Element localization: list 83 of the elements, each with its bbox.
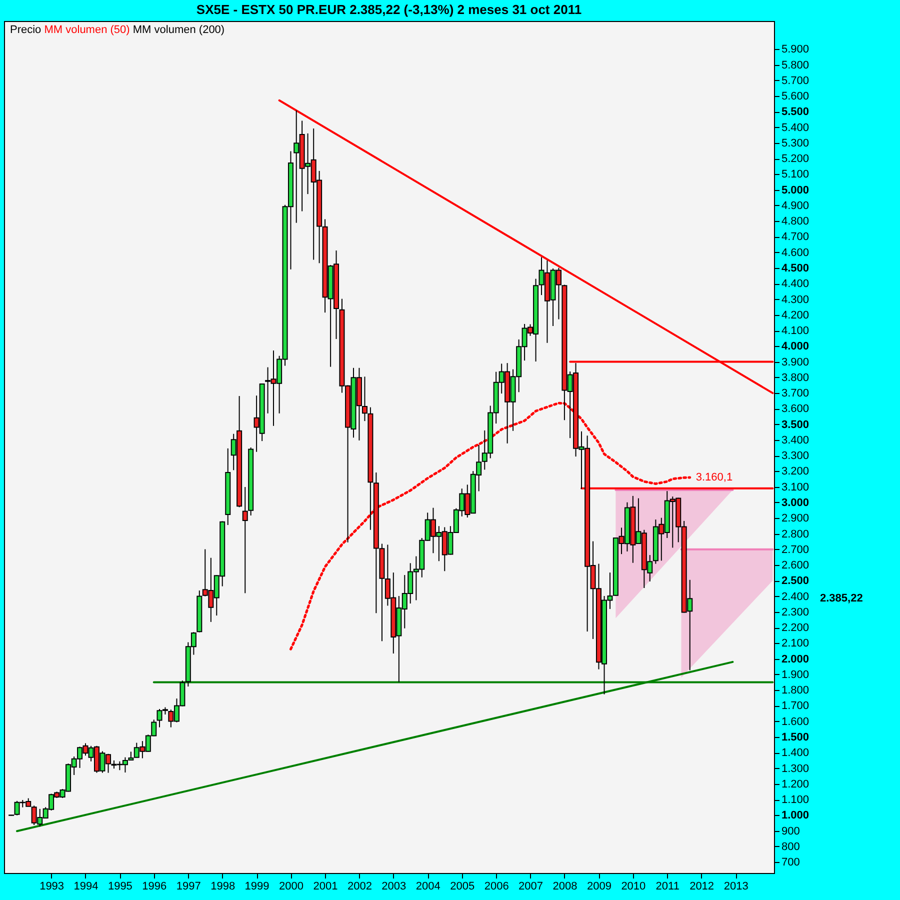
y-tick-label: 1.600 — [782, 716, 810, 728]
y-tick-label: 2.700 — [782, 544, 810, 556]
y-tick-label: 1.900 — [782, 668, 810, 681]
y-tick-label: 4.200 — [782, 309, 810, 322]
y-tick-label: 4.900 — [782, 200, 810, 212]
y-tick-label: 5.000 — [782, 184, 810, 196]
y-tick-label: 5.100 — [782, 168, 810, 181]
y-tick-label: 4.500 — [782, 262, 810, 274]
y-tick-label: 3.800 — [782, 372, 810, 384]
y-tick-label: 1.800 — [782, 684, 810, 697]
y-tick-label: 2.600 — [782, 560, 810, 572]
y-tick-label: 2.300 — [782, 606, 810, 618]
y-tick-label: 4.700 — [782, 231, 810, 244]
x-tick-label: 2005 — [450, 880, 475, 892]
y-tick-label: 5.400 — [782, 122, 810, 134]
y-tick-label: 2.800 — [782, 528, 810, 540]
candlestick — [362, 376, 368, 422]
y-tick-label: 1.500 — [782, 731, 810, 744]
y-tick-label: 1.300 — [782, 762, 810, 775]
y-tick-label: 1.100 — [782, 794, 810, 806]
y-tick-label: 5.800 — [782, 59, 810, 72]
x-tick-label: 2009 — [586, 880, 612, 892]
x-tick-label: 2000 — [278, 880, 304, 892]
text: 2.385,22 — [820, 592, 863, 605]
y-tick-label: 2.100 — [782, 638, 810, 650]
x-tick-label: 2010 — [621, 880, 646, 892]
y-tick-label: 5.200 — [782, 153, 810, 166]
y-tick-label: 3.600 — [782, 403, 810, 416]
x-tick-label: 1994 — [74, 880, 98, 892]
x-tick-label: 1997 — [176, 880, 201, 892]
y-tick-label: 2.200 — [782, 622, 810, 634]
y-tick-label: 3.400 — [782, 434, 810, 446]
y-tick-label: 4.100 — [782, 325, 810, 338]
line-series — [289, 402, 692, 650]
x-tick-label: 2008 — [552, 880, 578, 892]
x-tick-label: 2013 — [724, 880, 748, 892]
y-tick-label: 800 — [782, 840, 800, 853]
y-tick-label: 3.000 — [782, 496, 810, 509]
text: MM volumen (50) — [44, 24, 131, 36]
y-tick-label: 3.700 — [782, 388, 810, 400]
y-tick-label: 5.500 — [782, 106, 810, 118]
y-tick-label: 2.400 — [782, 590, 810, 603]
data-label: 3.160,1 — [696, 471, 733, 484]
annotation: MM volumen (200) — [132, 24, 226, 36]
y-tick-label: 3.100 — [782, 481, 810, 494]
x-tick-label: 1999 — [244, 880, 270, 892]
x-tick-label: 2007 — [518, 880, 544, 892]
x-tick-label: 1998 — [210, 880, 236, 892]
y-tick-label: 1.700 — [782, 700, 810, 712]
annotation: Precio — [10, 24, 42, 36]
x-tick-label: 1993 — [40, 880, 64, 892]
y-tick-label: 4.400 — [782, 278, 810, 290]
x-tick-label: 2002 — [347, 880, 372, 892]
y-tick-label: 1.000 — [782, 810, 810, 822]
x-tick-label: 2012 — [690, 880, 714, 892]
x-tick-label: 1996 — [142, 880, 167, 892]
y-tick-label: 1.200 — [782, 778, 810, 790]
y-tick-label: 4.300 — [782, 294, 810, 306]
y-tick-label: 5.600 — [782, 90, 810, 103]
y-tick-label: 4.000 — [782, 340, 810, 353]
y-tick-label: 3.500 — [782, 418, 810, 431]
y-tick-label: 3.300 — [782, 450, 810, 462]
y-tick-label: 4.600 — [782, 246, 810, 259]
chart-title: SX5E - ESTX 50 PR.EUR 2.385,22 (-3,13%) 2 meses 31 oct 2011 — [196, 2, 582, 17]
y-tick-label: 3.900 — [782, 356, 810, 368]
y-tick-label: 2.900 — [782, 512, 810, 525]
y-tick-label: 3.200 — [782, 466, 810, 478]
y-tick-label: 2.500 — [782, 575, 810, 588]
y-tick-label: 900 — [782, 825, 800, 838]
candlestick — [242, 486, 248, 594]
y-tick-label: 700 — [782, 856, 800, 869]
x-tick-label: 2001 — [313, 880, 338, 892]
x-tick-label: 2006 — [484, 880, 509, 892]
y-tick-label: 1.400 — [782, 747, 810, 760]
y-tick-label: 2.000 — [782, 653, 810, 666]
y-tick-label: 5.700 — [782, 74, 810, 87]
x-tick-label: 2011 — [656, 880, 680, 892]
y-tick-label: 4.800 — [782, 216, 810, 228]
x-tick-label: 2004 — [416, 880, 440, 892]
y-tick-label: 5.300 — [782, 137, 810, 150]
x-tick-label: 2003 — [382, 880, 406, 892]
x-tick-label: 1995 — [108, 880, 132, 892]
y-tick-label: 5.900 — [782, 44, 810, 56]
